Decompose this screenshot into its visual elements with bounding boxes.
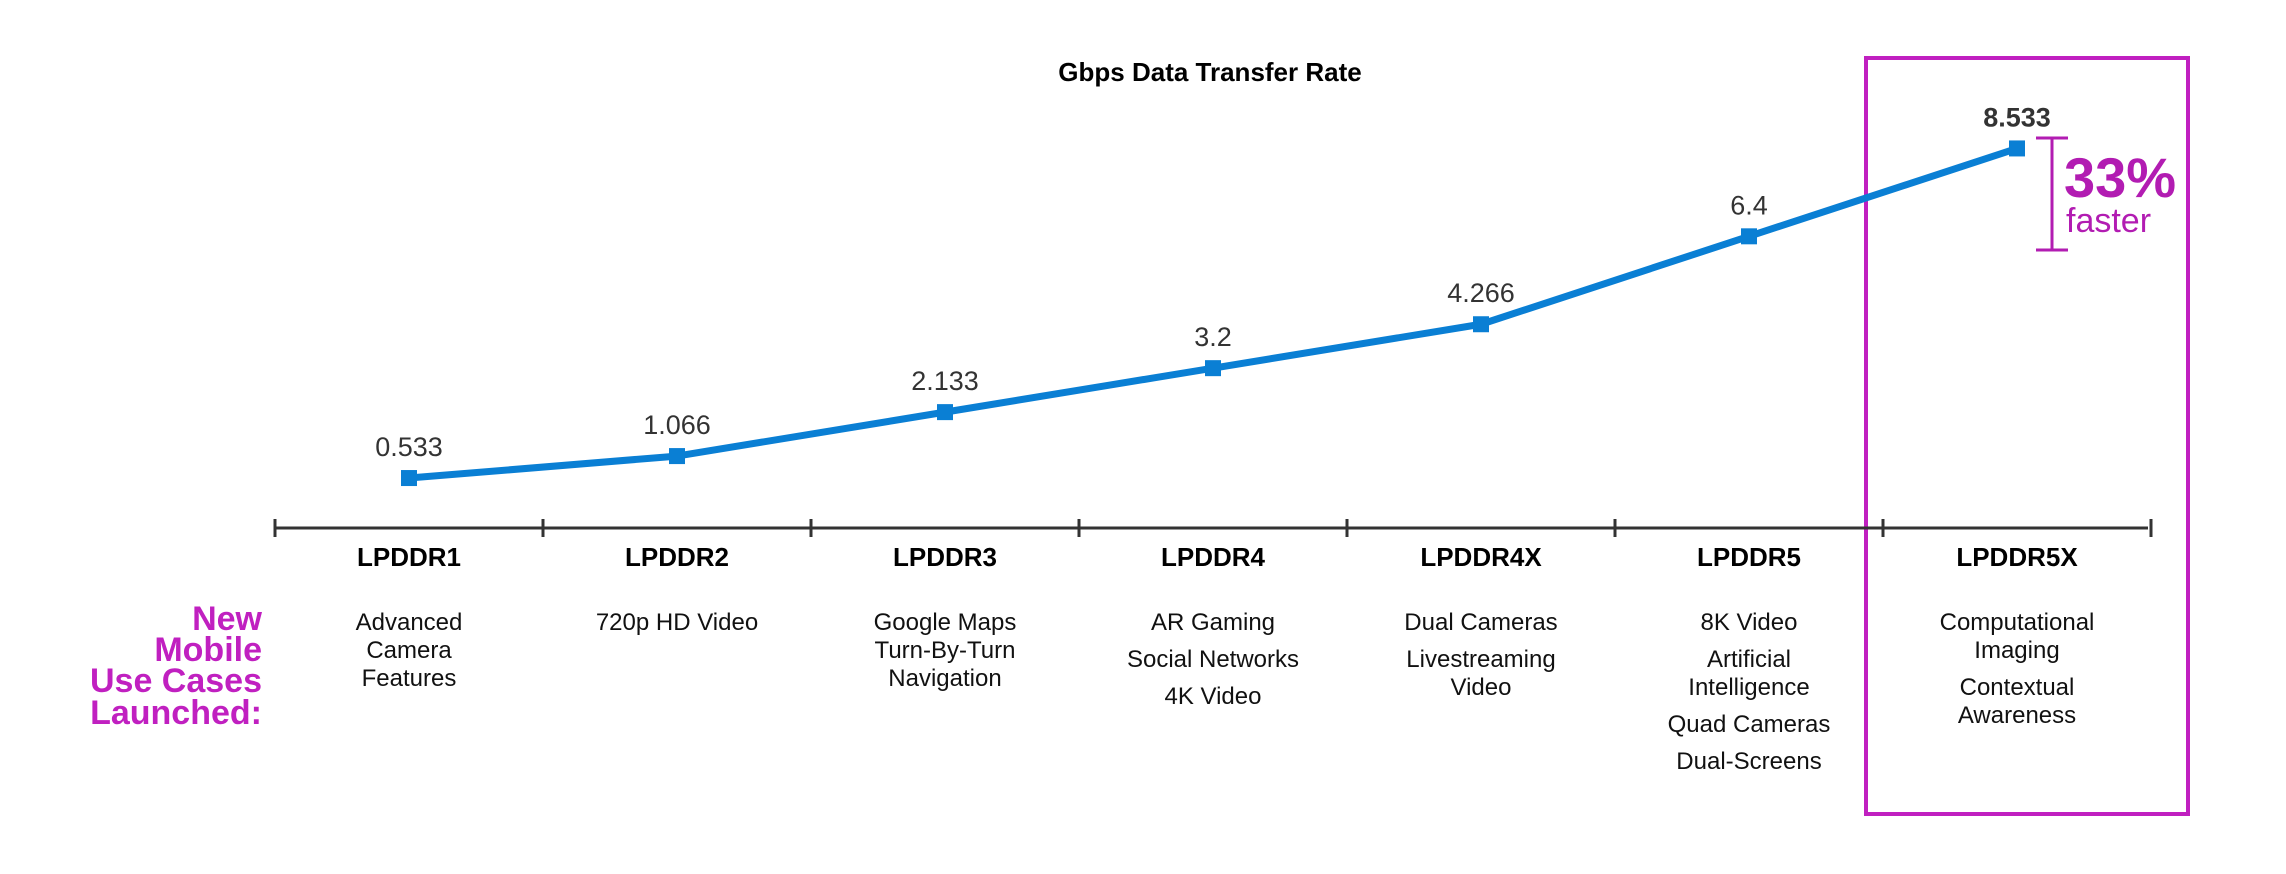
use-case-text: Contextual bbox=[1960, 674, 2075, 701]
use-case-text: Features bbox=[362, 665, 457, 692]
use-case-text: Navigation bbox=[888, 665, 1001, 692]
use-case-text: Social Networks bbox=[1127, 646, 1299, 673]
data-point-lpddr2 bbox=[669, 448, 685, 465]
use-case-text: Turn-By-Turn bbox=[875, 637, 1016, 664]
data-point-lpddr4 bbox=[1205, 360, 1221, 377]
improvement-annotation: 33% faster bbox=[2036, 136, 2176, 252]
value-label-lpddr3: 2.133 bbox=[911, 366, 979, 396]
use-case-text: Livestreaming bbox=[1406, 646, 1555, 673]
data-point-lpddr3 bbox=[937, 404, 953, 421]
use-case-text: Quad Cameras bbox=[1668, 711, 1831, 738]
use-case-text: Computational bbox=[1940, 609, 2095, 636]
category-label-lpddr2: LPDDR2 bbox=[625, 542, 729, 572]
category-label-lpddr4x: LPDDR4X bbox=[1420, 542, 1542, 572]
row-label: New Mobile Use Cases Launched: bbox=[90, 600, 263, 732]
category-label-lpddr5: LPDDR5 bbox=[1697, 542, 1801, 572]
use-case-text: AR Gaming bbox=[1151, 609, 1275, 636]
value-label-lpddr5: 6.4 bbox=[1730, 190, 1768, 220]
category-label-lpddr4: LPDDR4 bbox=[1161, 542, 1266, 572]
lpddr5x-highlight-box bbox=[1864, 56, 2190, 816]
use-case-text: Imaging bbox=[1974, 637, 2059, 664]
category-labels: LPDDR1 LPDDR2 LPDDR3 LPDDR4 LPDDR4X LPDDR5 LPD… bbox=[357, 542, 2078, 572]
row-label-line: Use Cases bbox=[90, 662, 262, 700]
row-label-line: New bbox=[192, 600, 262, 638]
value-label-lpddr4: 3.2 bbox=[1194, 322, 1232, 352]
value-label-lpddr5x: 8.533 bbox=[1983, 102, 2051, 132]
use-case-text: Intelligence bbox=[1688, 674, 1809, 701]
improvement-caption: faster bbox=[2066, 202, 2151, 240]
use-case-text: Advanced bbox=[356, 609, 463, 636]
data-point-lpddr1 bbox=[401, 470, 417, 487]
row-label-line: Mobile bbox=[154, 631, 262, 669]
value-labels: 0.533 1.066 2.133 3.2 4.266 6.4 8.533 bbox=[375, 102, 2051, 462]
use-case-text: 8K Video bbox=[1701, 609, 1798, 636]
use-case-text: Google Maps bbox=[874, 609, 1017, 636]
series-markers bbox=[401, 140, 2025, 487]
data-point-lpddr4x bbox=[1473, 316, 1489, 333]
x-axis-ticks bbox=[273, 519, 2153, 537]
value-label-lpddr4x: 4.266 bbox=[1447, 278, 1515, 308]
value-label-lpddr2: 1.066 bbox=[643, 410, 711, 440]
use-case-text: Artificial bbox=[1707, 646, 1791, 673]
chart-title: Gbps Data Transfer Rate bbox=[1058, 57, 1361, 87]
use-case-text: Dual-Screens bbox=[1676, 748, 1821, 775]
category-label-lpddr3: LPDDR3 bbox=[893, 542, 997, 572]
improvement-percent: 33% bbox=[2064, 146, 2176, 209]
category-label-lpddr1: LPDDR1 bbox=[357, 542, 461, 572]
use-case-text: 720p HD Video bbox=[596, 609, 758, 636]
use-case-text: Awareness bbox=[1958, 702, 2076, 729]
category-label-lpddr5x: LPDDR5X bbox=[1956, 542, 2078, 572]
use-case-text: 4K Video bbox=[1165, 683, 1262, 710]
use-case-text: Video bbox=[1451, 674, 1512, 701]
data-point-lpddr5 bbox=[1741, 228, 1757, 245]
row-label-line: Launched: bbox=[90, 694, 262, 732]
data-point-lpddr5x bbox=[2009, 140, 2025, 157]
use-case-text: Camera bbox=[366, 637, 452, 664]
value-label-lpddr1: 0.533 bbox=[375, 432, 443, 462]
use-case-text: Dual Cameras bbox=[1404, 609, 1557, 636]
